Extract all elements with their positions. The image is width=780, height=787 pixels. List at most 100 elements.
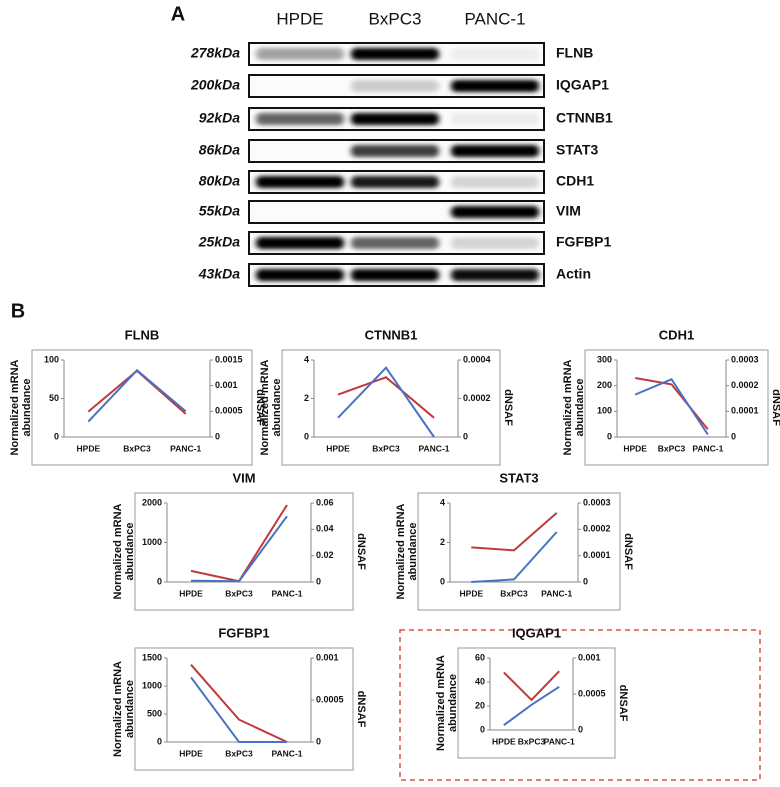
data-line — [337, 376, 435, 419]
size-label: 25kDa — [198, 234, 240, 250]
x-tick-label: PANC-1 — [271, 748, 302, 758]
x-tick-label: BxPC3 — [225, 748, 253, 758]
data-line — [471, 531, 558, 583]
y2-tick-label: 0.001 — [578, 652, 601, 662]
y2-tick-label: 0.001 — [316, 652, 339, 662]
band — [351, 145, 439, 157]
size-label: 86kDa — [199, 142, 240, 158]
size-label: 80kDa — [199, 173, 240, 189]
y2-tick-label: 0 — [316, 576, 321, 586]
y2-tick-label: 0.0005 — [215, 406, 243, 416]
protein-label: CTNNB1 — [556, 110, 613, 126]
y2-tick-label: 0.0002 — [731, 380, 759, 390]
chart-title: VIM — [232, 470, 255, 485]
y-tick-label: 100 — [597, 406, 612, 416]
band — [351, 176, 439, 188]
lane-label: PANC-1 — [464, 9, 525, 28]
data-line — [190, 515, 288, 583]
y-tick-label: 4 — [304, 354, 309, 364]
y2-tick-label: 0 — [316, 736, 321, 746]
y-tick-label: 40 — [475, 676, 485, 686]
lane-label: HPDE — [276, 9, 323, 28]
y2-tick-label: 0.001 — [215, 380, 238, 390]
y2-tick-label: 0.0001 — [583, 550, 611, 560]
protein-label: CDH1 — [556, 173, 594, 189]
x-tick-label: BxPC3 — [658, 443, 686, 453]
y-tick-label: 20 — [475, 700, 485, 710]
y2-tick-label: 0.0005 — [316, 694, 344, 704]
y-tick-label: 1000 — [142, 537, 162, 547]
band — [451, 206, 539, 218]
protein-label: STAT3 — [556, 142, 598, 158]
protein-label: VIM — [556, 203, 581, 219]
chart-title: IQGAP1 — [512, 625, 561, 640]
x-tick-label: BxPC3 — [123, 443, 151, 453]
band — [451, 237, 539, 249]
y2-tick-label: 0 — [578, 724, 583, 734]
chart-frame — [584, 349, 769, 466]
chart-frame — [281, 349, 501, 466]
band — [351, 80, 439, 92]
x-tick-label: HPDE — [623, 443, 647, 453]
highlight-box — [399, 629, 761, 781]
chart-frame — [134, 492, 354, 611]
band — [351, 113, 439, 125]
x-tick-label: HPDE — [179, 748, 203, 758]
y2-tick-label: 0.0002 — [583, 524, 611, 534]
chart-frame — [417, 492, 621, 611]
band — [256, 113, 344, 125]
chart-frame — [31, 349, 253, 466]
data-line — [503, 685, 560, 727]
y-tick-label: 500 — [147, 708, 162, 718]
y2-axis-label: dNSAF — [355, 691, 367, 728]
band — [451, 80, 539, 92]
chart-title: FGFBP1 — [218, 625, 269, 640]
y2-tick-label: 0.02 — [316, 550, 334, 560]
band — [451, 176, 539, 188]
size-label: 43kDa — [198, 266, 240, 282]
x-tick-label: BxPC3 — [372, 443, 400, 453]
protein-label: Actin — [556, 266, 591, 282]
y2-tick-label: 0.06 — [316, 497, 334, 507]
y-axis-label: abundance — [447, 674, 459, 732]
y-tick-label: 100 — [44, 354, 59, 364]
lane-label: BxPC3 — [369, 9, 422, 28]
y-axis-label: abundance — [124, 680, 136, 738]
x-tick-label: HPDE — [460, 588, 484, 598]
x-tick-label: HPDE — [179, 588, 203, 598]
band — [351, 48, 439, 60]
data-line — [634, 378, 709, 435]
y-tick-label: 2 — [304, 393, 309, 403]
chart-title: FLNB — [125, 327, 160, 342]
y-tick-label: 2000 — [142, 497, 162, 507]
y2-tick-label: 0.0002 — [463, 393, 491, 403]
y2-axis-label: dNSAF — [502, 389, 514, 426]
y-tick-label: 0 — [440, 576, 445, 586]
x-tick-label: HPDE — [492, 736, 516, 746]
band — [451, 269, 539, 281]
y2-axis-label: dNSAF — [770, 389, 780, 426]
y-axis-label: Normalized mRNA — [112, 661, 124, 757]
x-tick-label: PANC-1 — [544, 736, 575, 746]
panel-label: B — [11, 300, 25, 322]
y-axis-label: abundance — [407, 522, 419, 580]
y-tick-label: 200 — [597, 380, 612, 390]
y2-tick-label: 0.0003 — [583, 497, 611, 507]
y-tick-label: 0 — [607, 431, 612, 441]
x-tick-label: PANC-1 — [541, 588, 572, 598]
x-tick-label: BxPC3 — [500, 588, 528, 598]
y2-axis-label: dNSAF — [617, 685, 629, 722]
y2-tick-label: 0.0004 — [463, 354, 491, 364]
data-line — [190, 664, 288, 743]
band — [256, 176, 344, 188]
band — [256, 269, 344, 281]
y2-tick-label: 0 — [215, 431, 220, 441]
band — [256, 237, 344, 249]
y2-tick-label: 0.0015 — [215, 354, 243, 364]
x-tick-label: BxPC3 — [225, 588, 253, 598]
y-tick-label: 0 — [54, 431, 59, 441]
y2-axis-label: dNSAF — [622, 533, 634, 570]
y-tick-label: 1500 — [142, 652, 162, 662]
y-tick-label: 1000 — [142, 680, 162, 690]
y-axis-label: abundance — [271, 378, 283, 436]
